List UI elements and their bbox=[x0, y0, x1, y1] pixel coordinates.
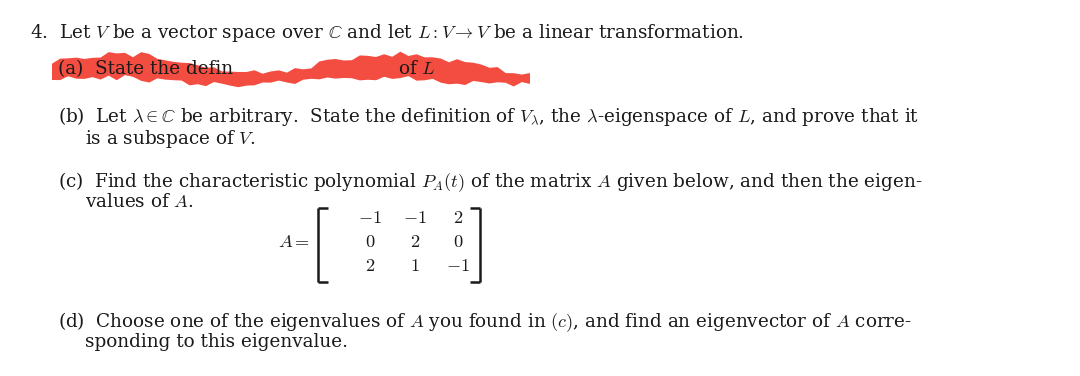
Polygon shape bbox=[52, 52, 530, 87]
Text: $0$: $0$ bbox=[453, 233, 463, 251]
Text: sponding to this eigenvalue.: sponding to this eigenvalue. bbox=[85, 333, 348, 351]
Text: (c)  Find the characteristic polynomial $P_A(t)$ of the matrix $A$ given below, : (c) Find the characteristic polynomial $… bbox=[58, 170, 922, 194]
Text: of $L$: of $L$ bbox=[399, 60, 435, 78]
Text: $1$: $1$ bbox=[410, 257, 420, 275]
Text: (a)  State the defin: (a) State the defin bbox=[58, 60, 233, 78]
Text: $0$: $0$ bbox=[365, 233, 375, 251]
Text: $A = $: $A = $ bbox=[278, 233, 310, 251]
Text: $-1$: $-1$ bbox=[403, 209, 427, 227]
Text: is a subspace of $V$.: is a subspace of $V$. bbox=[85, 128, 256, 150]
Text: $-1$: $-1$ bbox=[446, 257, 470, 275]
Text: 4.  Let $V$ be a vector space over $\mathbb{C}$ and let $L: V \to V$ be a linear: 4. Let $V$ be a vector space over $\math… bbox=[30, 22, 744, 44]
Text: $-1$: $-1$ bbox=[359, 209, 382, 227]
Text: $2$: $2$ bbox=[453, 209, 463, 227]
Text: (d)  Choose one of the eigenvalues of $A$ you found in $(c)$, and find an eigenv: (d) Choose one of the eigenvalues of $A$… bbox=[58, 310, 912, 334]
Text: values of $A$.: values of $A$. bbox=[85, 193, 193, 211]
Text: $2$: $2$ bbox=[410, 233, 420, 251]
Text: $2$: $2$ bbox=[365, 257, 375, 275]
Text: (b)  Let $\lambda \in \mathbb{C}$ be arbitrary.  State the definition of $V_\lam: (b) Let $\lambda \in \mathbb{C}$ be arbi… bbox=[58, 105, 919, 128]
